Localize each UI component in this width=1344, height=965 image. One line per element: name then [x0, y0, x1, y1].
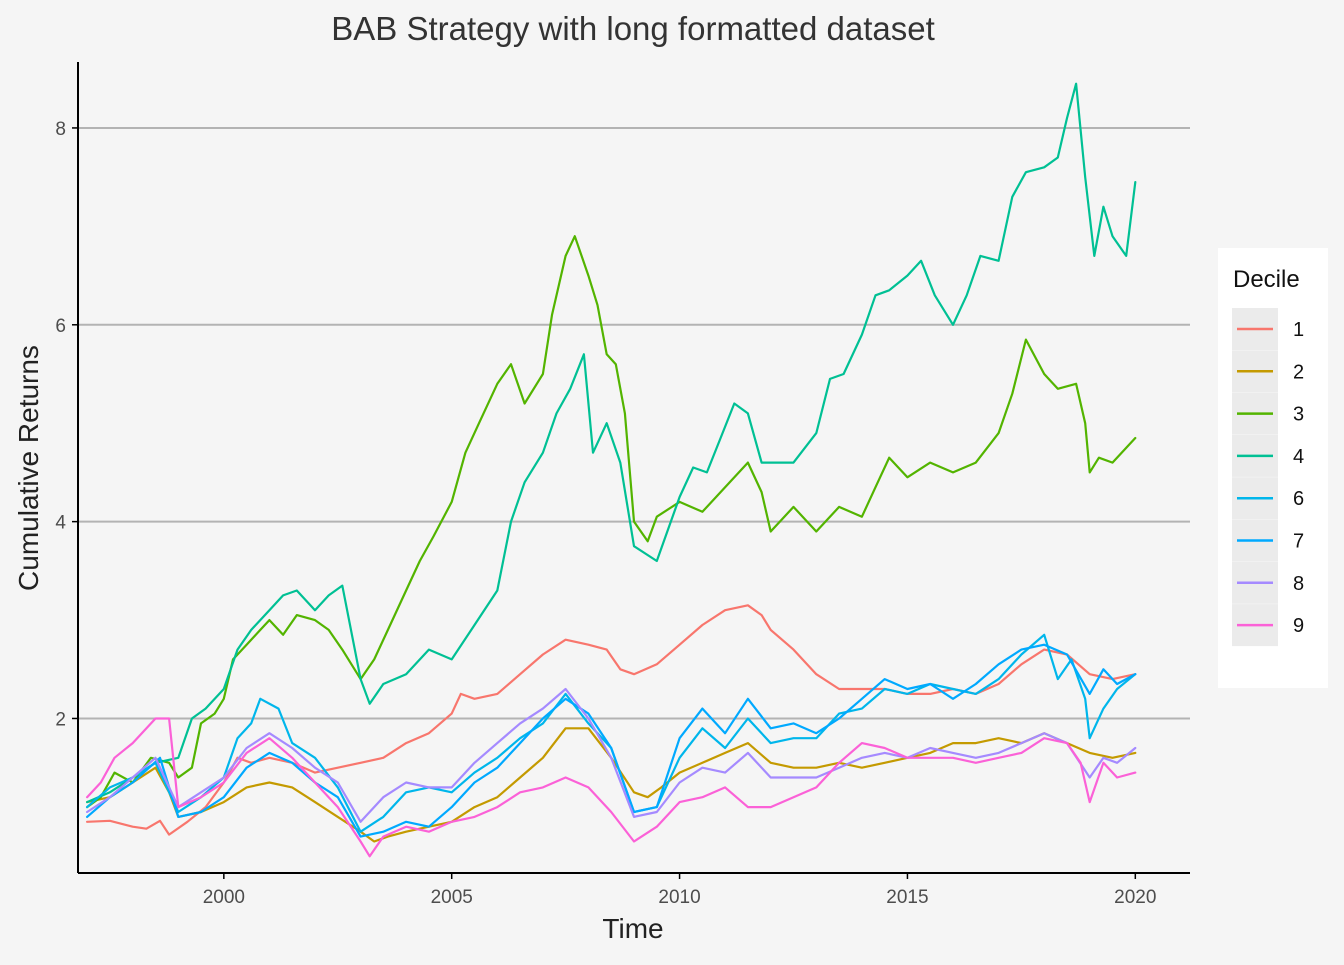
legend-label: 4: [1293, 446, 1304, 468]
series-line-decile-8: [85, 687, 1137, 823]
legend-title: Decile: [1233, 266, 1300, 293]
series-line-decile-3: [85, 235, 1137, 809]
legend-item-decile-6: 6: [1232, 477, 1304, 520]
legend-label: 6: [1293, 488, 1304, 510]
x-tick-label: 2005: [431, 887, 473, 908]
legend-label: 3: [1293, 404, 1304, 426]
legend-label: 2: [1293, 361, 1304, 383]
legend-label: 9: [1293, 615, 1304, 637]
legend-label: 8: [1293, 573, 1304, 595]
legend-item-decile-8: 8: [1232, 561, 1304, 604]
legend-label: 7: [1293, 531, 1304, 553]
series-lines: [85, 82, 1137, 858]
y-tick-label: 6: [55, 316, 66, 337]
x-tick-label: 2000: [203, 887, 245, 908]
legend-item-decile-3: 3: [1232, 392, 1304, 435]
series-line-decile-6: [85, 633, 1137, 833]
legend-item-decile-1: 1: [1232, 308, 1304, 350]
series-line-decile-9: [85, 717, 1137, 858]
legend-item-decile-7: 7: [1232, 519, 1304, 562]
series-line-decile-4: [85, 82, 1137, 804]
x-tick-label: 2010: [658, 887, 700, 908]
series-line-decile-7: [85, 643, 1137, 838]
x-axis-title: Time: [602, 913, 663, 944]
legend-item-decile-9: 9: [1232, 604, 1304, 647]
legend: Decile 1 2 3 4 6 7 8 9: [1218, 248, 1328, 688]
grid-lines: [78, 126, 1190, 720]
series-line-decile-2: [85, 727, 1137, 843]
legend-item-decile-2: 2: [1232, 350, 1304, 393]
legend-label: 1: [1293, 319, 1304, 341]
y-tick-label: 2: [55, 709, 66, 730]
y-tick-label: 8: [55, 119, 66, 140]
x-tick-label: 2020: [1114, 887, 1156, 908]
chart-title: BAB Strategy with long formatted dataset: [331, 10, 935, 47]
legend-items: 1 2 3 4 6 7 8 9: [1232, 308, 1304, 647]
y-axis-title: Cumulative Returns: [13, 345, 44, 591]
axes: 2 4 6 8 2000 2005 2010 2015 2020: [55, 62, 1190, 908]
y-tick-label: 4: [55, 513, 66, 534]
x-tick-label: 2015: [886, 887, 928, 908]
legend-item-decile-4: 4: [1232, 434, 1304, 477]
